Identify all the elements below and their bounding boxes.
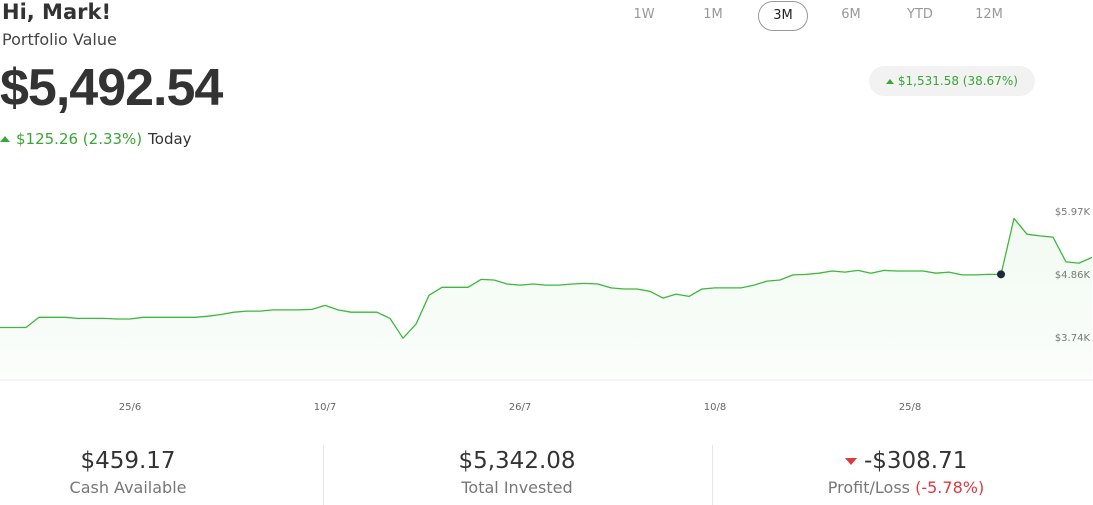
stat-label: Profit/Loss: [827, 478, 911, 497]
area-fill: [0, 218, 1092, 380]
x-tick-label: 10/8: [704, 402, 726, 413]
stat-label: Cash Available: [69, 478, 187, 497]
today-change: $125.26 (2.33%): [16, 130, 143, 148]
divider: [323, 445, 324, 505]
range-button[interactable]: 6M: [841, 7, 861, 22]
line: [0, 217, 1093, 339]
portfolio-value: $5,492.54: [0, 59, 223, 117]
range-button[interactable]: 12M: [975, 7, 1003, 22]
today-label: Today: [148, 130, 192, 148]
stat: $5,342.08 Total Invested: [367, 448, 667, 497]
x-tick-label: 10/7: [314, 402, 336, 413]
up-arrow: [0, 136, 10, 142]
hover-point: [997, 270, 1005, 279]
stat-label-row: Profit/Loss (-5.78%): [756, 478, 1056, 497]
stat-value: $5,342.08: [458, 448, 576, 474]
today-change-row: $125.26 (2.33%) Today: [0, 130, 192, 148]
up-arrow: [886, 78, 895, 84]
greeting: Hi, Mark!: [2, 0, 112, 24]
stat-value: $459.17: [80, 448, 176, 474]
range-button[interactable]: 1W: [633, 7, 655, 22]
range-button[interactable]: 3M: [758, 1, 808, 31]
stat: -$308.71 Profit/Loss (-5.78%): [756, 448, 1056, 497]
stat-value: -$308.71: [863, 448, 968, 474]
y-tick-label: $5.97K: [1055, 207, 1091, 218]
divider: [712, 445, 713, 505]
range-button[interactable]: 1M: [703, 7, 723, 22]
range-button[interactable]: YTD: [907, 7, 933, 22]
stat-value-row: -$308.71: [756, 448, 1056, 474]
x-tick-label: 26/7: [509, 402, 531, 413]
period-change: $1,531.58 (38.67%): [869, 66, 1035, 96]
subtitle: Portfolio Value: [2, 30, 117, 49]
stat-label: Total Invested: [461, 478, 573, 497]
x-tick-label: 25/6: [119, 402, 141, 413]
period-change-value: $1,531.58 (38.67%): [897, 74, 1018, 88]
down-arrow: [844, 457, 857, 465]
stat-percent: (-5.78%): [915, 478, 985, 497]
range-selector: 1W 1M 3M 6M YTD 12M: [620, 0, 1060, 32]
x-tick-label: 25/8: [899, 402, 921, 413]
stat: $459.17 Cash Available: [0, 448, 278, 497]
